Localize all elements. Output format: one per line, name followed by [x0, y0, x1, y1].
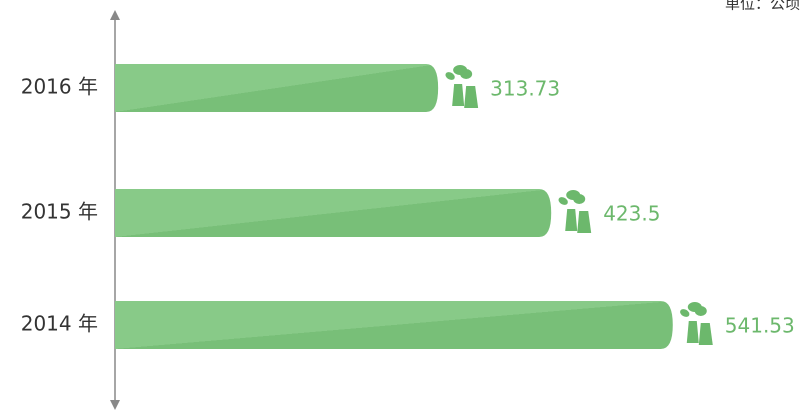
category-label: 2015 年	[21, 200, 98, 224]
factory-icon	[558, 190, 592, 233]
smoke	[558, 197, 568, 205]
value-label: 423.5	[603, 202, 660, 226]
chimney	[698, 323, 713, 345]
bar	[115, 64, 439, 112]
category-label: 2016 年	[21, 75, 98, 99]
value-label: 541.53	[725, 314, 795, 338]
axis-arrow	[110, 400, 120, 410]
factory-icon	[445, 65, 479, 108]
bar	[115, 189, 552, 237]
chimney	[577, 211, 592, 233]
axis-arrow	[110, 10, 120, 20]
smoke	[680, 309, 690, 317]
chimney	[464, 86, 479, 108]
smoke	[694, 306, 707, 316]
chimney	[565, 209, 578, 231]
smoke	[445, 72, 455, 80]
chimney	[686, 321, 699, 343]
chimney	[452, 84, 465, 106]
unit-label: 单位：公顷	[725, 0, 800, 13]
bar	[115, 301, 673, 349]
category-label: 2014 年	[21, 312, 98, 336]
smoke	[460, 69, 473, 79]
value-label: 313.73	[490, 77, 560, 101]
smoke	[573, 194, 586, 204]
factory-icon	[680, 302, 713, 345]
